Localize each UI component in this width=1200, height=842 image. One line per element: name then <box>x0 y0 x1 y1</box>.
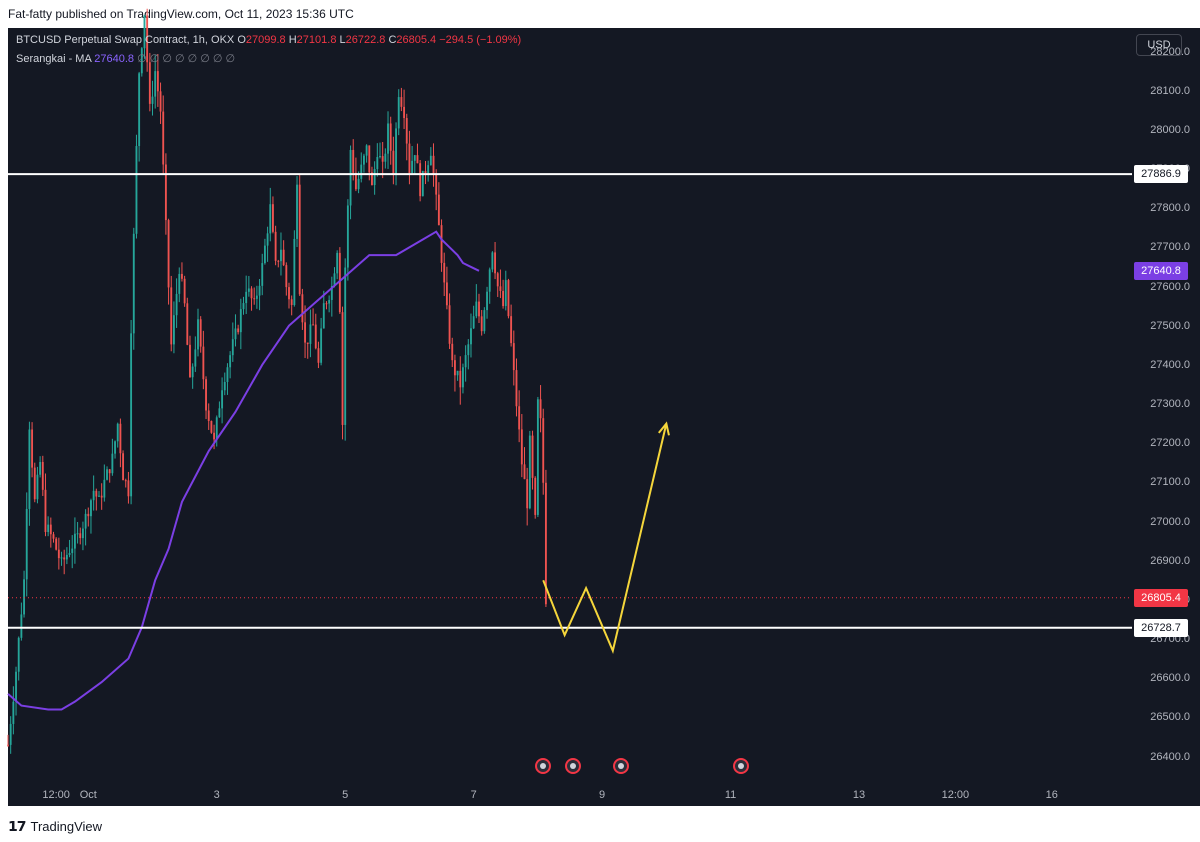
economic-event-flag-icon[interactable] <box>733 758 750 774</box>
y-tick-label: 27400.0 <box>1150 358 1190 371</box>
x-tick-label: 12:00 <box>42 789 70 801</box>
y-tick-label: 26900.0 <box>1150 554 1190 567</box>
x-tick-label: Oct <box>79 789 97 801</box>
tradingview-logo-icon: 𝟭𝟳 <box>8 818 27 834</box>
y-tick-label: 27200.0 <box>1150 437 1190 450</box>
indicator-legend[interactable]: Serangkai - MA 27640.8 ∅ ∅ ∅ ∅ ∅ ∅ ∅ ∅ <box>16 52 235 65</box>
economic-event-flag-icon[interactable] <box>564 758 581 774</box>
indicator-extra: ∅ ∅ ∅ ∅ ∅ ∅ ∅ ∅ <box>137 53 236 65</box>
y-tick-label: 26500.0 <box>1150 711 1190 724</box>
level-tag-upper: 27886.9 <box>1134 165 1188 184</box>
footer: 𝟭𝟳 TradingView <box>8 818 102 835</box>
last-price-tag: 26805.4 <box>1134 588 1188 607</box>
x-tick-label: 5 <box>342 789 349 801</box>
y-tick-label: 27500.0 <box>1150 319 1190 332</box>
x-tick-label: 11 <box>724 789 737 801</box>
close-label: C <box>388 34 397 46</box>
footer-brand: TradingView <box>30 819 103 834</box>
price-axis[interactable] <box>1132 28 1200 806</box>
y-tick-label: 28000.0 <box>1150 123 1190 136</box>
y-tick-label: 27300.0 <box>1150 398 1190 410</box>
close-value: 26805.4 <box>396 34 437 46</box>
open-value: 27099.8 <box>245 34 286 46</box>
y-tick-label: 27100.0 <box>1150 476 1190 489</box>
y-tick-label: 26600.0 <box>1150 672 1190 685</box>
x-tick-label: 12:00 <box>941 789 970 801</box>
y-tick-label: 27800.0 <box>1150 202 1190 215</box>
currency-button[interactable]: USD <box>1136 34 1182 56</box>
open-label: O <box>237 34 246 46</box>
high-label: H <box>288 34 297 46</box>
x-tick-label: 7 <box>470 789 477 801</box>
symbol-legend: BTCUSD Perpetual Swap Contract, 1h, OKX … <box>16 34 521 46</box>
symbol-name: BTCUSD Perpetual Swap Contract, 1h, OKX <box>16 34 235 46</box>
ma-price-tag: 27640.8 <box>1134 261 1188 280</box>
level-tag-lower: 26728.7 <box>1134 618 1188 637</box>
publish-line: Fat-fatty published on TradingView.com, … <box>8 7 354 21</box>
y-tick-label: 27600.0 <box>1150 280 1190 293</box>
x-tick-label: 3 <box>213 789 220 801</box>
x-tick-label: 13 <box>852 789 866 801</box>
low-value: 26722.8 <box>345 34 386 46</box>
y-tick-label: 26400.0 <box>1150 750 1190 763</box>
indicator-value: 27640.8 <box>94 53 135 65</box>
time-axis[interactable] <box>8 780 1132 806</box>
indicator-name: Serangkai - MA <box>16 53 92 65</box>
y-tick-label: 28200.0 <box>1150 45 1190 58</box>
high-value: 27101.8 <box>296 34 337 46</box>
y-tick-label: 27700.0 <box>1150 241 1190 254</box>
economic-event-flag-icon[interactable] <box>612 758 629 774</box>
low-label: L <box>339 34 346 46</box>
economic-event-flag-icon[interactable] <box>535 758 552 774</box>
chart-pane[interactable] <box>8 28 1132 806</box>
change-value: −294.5 (−1.09%) <box>439 34 522 46</box>
y-tick-label: 27000.0 <box>1150 515 1190 528</box>
x-tick-label: 16 <box>1045 789 1058 801</box>
y-tick-label: 28100.0 <box>1150 84 1190 97</box>
x-tick-label: 9 <box>599 789 606 801</box>
